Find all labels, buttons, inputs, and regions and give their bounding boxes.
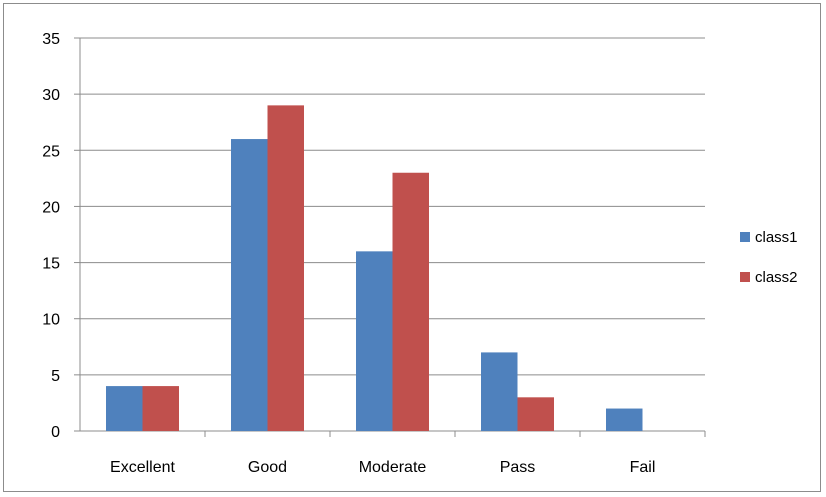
y-tick-label: 0 [51, 424, 60, 441]
y-tick-label: 5 [51, 368, 60, 385]
bar-class2-pass [517, 397, 554, 431]
x-tick-label: Fail [630, 459, 656, 476]
bar-class1-moderate [356, 251, 393, 431]
bar-class2-good [267, 105, 304, 431]
x-tick-label: Moderate [359, 459, 427, 476]
bar-class1-pass [481, 352, 518, 431]
legend-swatch-class1 [740, 232, 750, 242]
x-tick-label: Pass [500, 459, 536, 476]
y-tick-label: 30 [42, 87, 60, 104]
x-tick-label: Good [248, 459, 287, 476]
bar-class2-excellent [142, 386, 179, 431]
y-tick-labels: 0 5 10 15 20 25 30 35 [42, 31, 60, 441]
legend: class1 class2 [740, 229, 798, 286]
bar-class2-moderate [392, 172, 429, 431]
y-tick-label: 20 [42, 199, 60, 216]
bar-class1-fail [606, 408, 643, 431]
gridlines [80, 37, 705, 376]
bar-class1-good [231, 139, 268, 432]
legend-label-class2: class2 [755, 269, 798, 286]
y-tick-label: 15 [42, 256, 60, 273]
legend-swatch-class2 [740, 272, 750, 282]
x-tick-label: Excellent [110, 459, 175, 476]
legend-label-class1: class1 [755, 229, 798, 246]
y-tick-label: 25 [42, 143, 60, 160]
y-tick-label: 35 [42, 31, 60, 48]
y-tick-label: 10 [42, 312, 60, 329]
bars [106, 105, 643, 432]
x-tick-labels: Excellent Good Moderate Pass Fail [110, 459, 655, 476]
bar-class1-excellent [106, 386, 143, 431]
